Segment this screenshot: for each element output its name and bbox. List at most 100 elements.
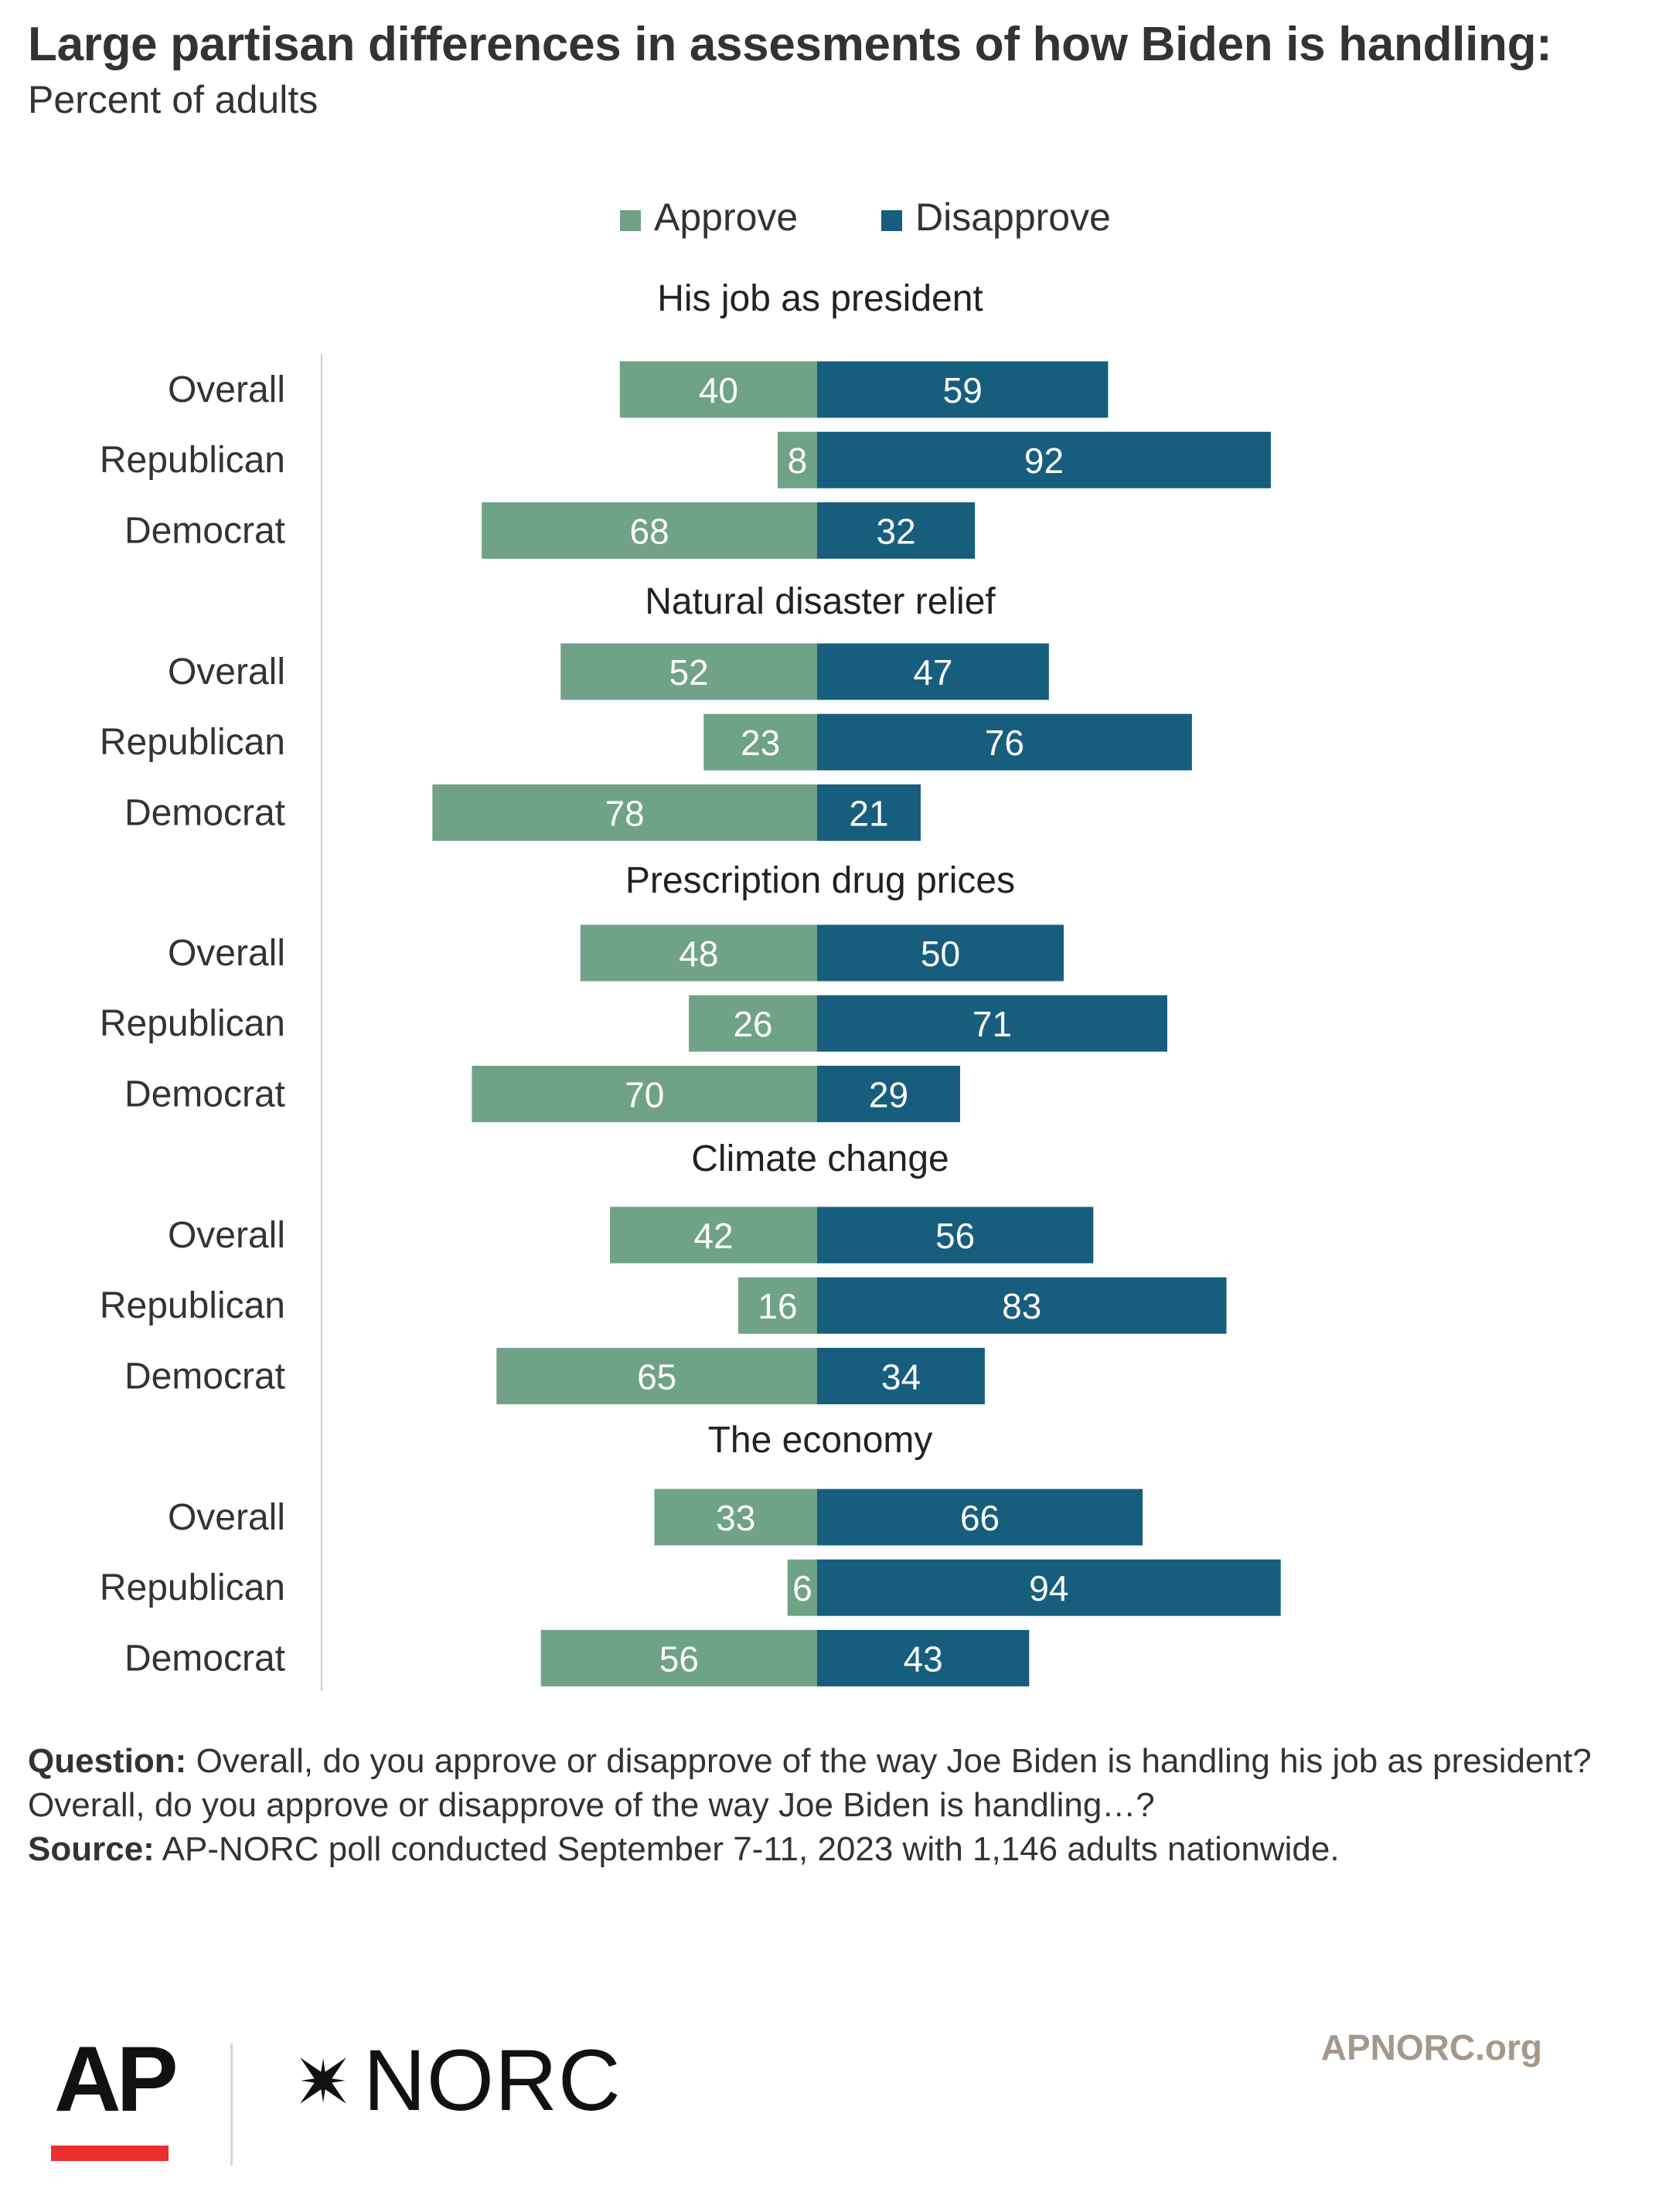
row-label-republican: Republican [100,1567,285,1608]
bar-disapprove [817,502,976,559]
data-label-approve: 78 [605,793,645,833]
question-note: Question: Overall, do you approve or dis… [28,1739,1605,1783]
data-label-disapprove: 43 [904,1639,943,1679]
data-label-approve: 23 [741,723,780,763]
data-label-disapprove: 59 [943,370,983,410]
chart-subtitle: Percent of adults [28,78,318,121]
bar-approve [540,1629,817,1686]
site-link[interactable]: APNORC.org [1320,2027,1542,2067]
data-label-approve: 70 [625,1074,664,1115]
bar-disapprove [817,361,1109,418]
bar-disapprove [817,1065,961,1122]
data-label-disapprove: 21 [849,793,888,833]
group-title-his-job-as-president: His job as president [657,278,983,319]
data-label-approve: 48 [679,934,718,974]
row-label-democrat: Democrat [124,1074,285,1115]
legend-swatch-disapprove [881,210,902,231]
data-label-disapprove: 71 [972,1004,1012,1044]
source-note: Source: AP-NORC poll conducted September… [28,1827,1605,1871]
bar-disapprove [817,643,1049,700]
data-label-approve: 40 [699,370,738,410]
data-label-disapprove: 32 [876,511,915,551]
bar-approve [787,1559,817,1616]
chart-notes: Question: Overall, do you approve or dis… [28,1739,1605,1871]
bar-approve [654,1489,817,1546]
data-label-approve: 33 [716,1498,755,1538]
row-label-overall: Overall [168,1497,285,1538]
norc-logo-text: NORC [363,2032,622,2129]
bar-approve [472,1065,817,1122]
data-label-disapprove: 94 [1029,1568,1068,1608]
data-label-approve: 42 [693,1216,733,1256]
data-label-disapprove: 83 [1002,1286,1041,1326]
bar-disapprove [817,784,921,841]
ap-logo: AP [54,2027,179,2131]
bar-disapprove [817,1277,1227,1334]
bar-approve [777,431,817,488]
bar-approve [560,643,817,700]
data-label-disapprove: 76 [985,723,1024,763]
diverging-bar-chart: Approve Disapprove His job as president Ove… [100,196,1281,1691]
row-label-overall: Overall [168,369,285,410]
bar-approve [610,1206,817,1264]
legend-label-disapprove: Disapprove [915,196,1111,239]
bar-approve [432,784,817,841]
bar-disapprove [817,431,1271,488]
bar-disapprove [817,1629,1030,1686]
data-label-disapprove: 92 [1024,441,1064,481]
row-label-republican: Republican [100,722,285,763]
data-label-disapprove: 29 [869,1074,908,1115]
row-label-democrat: Democrat [124,792,285,833]
row-label-overall: Overall [168,933,285,974]
bar-disapprove [817,1206,1094,1264]
data-label-approve: 65 [637,1356,676,1397]
data-label-approve: 8 [788,441,808,481]
group-title-the-economy: The economy [708,1420,933,1461]
bar-disapprove [817,1347,985,1404]
bar-approve [580,924,817,982]
data-label-approve: 26 [733,1004,772,1044]
row-label-republican: Republican [100,440,285,481]
norc-star-icon [300,2057,346,2104]
source-label: Source: [28,1830,155,1868]
bar-approve [689,995,817,1052]
group-title-prescription-drug-prices: Prescription drug prices [625,860,1015,901]
group-title-natural-disaster-relief: Natural disaster relief [645,581,996,622]
row-label-overall: Overall [168,652,285,693]
ap-logo-bar [51,2146,169,2161]
data-label-disapprove: 34 [881,1356,921,1397]
data-label-disapprove: 56 [935,1216,975,1256]
data-label-approve: 68 [629,511,669,551]
bar-approve [496,1347,817,1404]
legend-swatch-approve [620,210,641,231]
bar-approve [482,502,817,559]
logo-divider [230,2044,233,2166]
data-label-approve: 56 [659,1639,699,1679]
question-label: Question: [28,1742,187,1780]
source-text: AP-NORC poll conducted September 7-11, 2… [162,1830,1340,1868]
bar-approve [737,1277,817,1334]
question-text: Overall, do you approve or disapprove of… [196,1742,1592,1780]
row-label-overall: Overall [168,1215,285,1256]
row-label-democrat: Democrat [124,1638,285,1679]
bar-disapprove [817,1559,1281,1616]
data-label-approve: 52 [669,652,709,693]
row-label-democrat: Democrat [124,510,285,551]
bar-disapprove [817,1489,1143,1546]
data-label-disapprove: 50 [921,934,960,974]
data-label-approve: 6 [792,1568,812,1608]
row-label-republican: Republican [100,1003,285,1044]
data-label-disapprove: 66 [960,1498,1000,1538]
bar-disapprove [817,924,1064,982]
row-label-republican: Republican [100,1285,285,1326]
bar-disapprove [817,713,1192,771]
bar-approve [619,361,817,418]
norc-logo: NORC [286,2037,622,2124]
data-label-disapprove: 47 [913,652,952,693]
legend-label-approve: Approve [654,196,798,239]
chart-title: Large partisan differences in assesments… [28,18,1552,71]
data-label-approve: 16 [758,1286,797,1326]
bar-disapprove [817,995,1167,1052]
group-title-climate-change: Climate change [691,1138,949,1179]
row-label-democrat: Democrat [124,1356,285,1397]
